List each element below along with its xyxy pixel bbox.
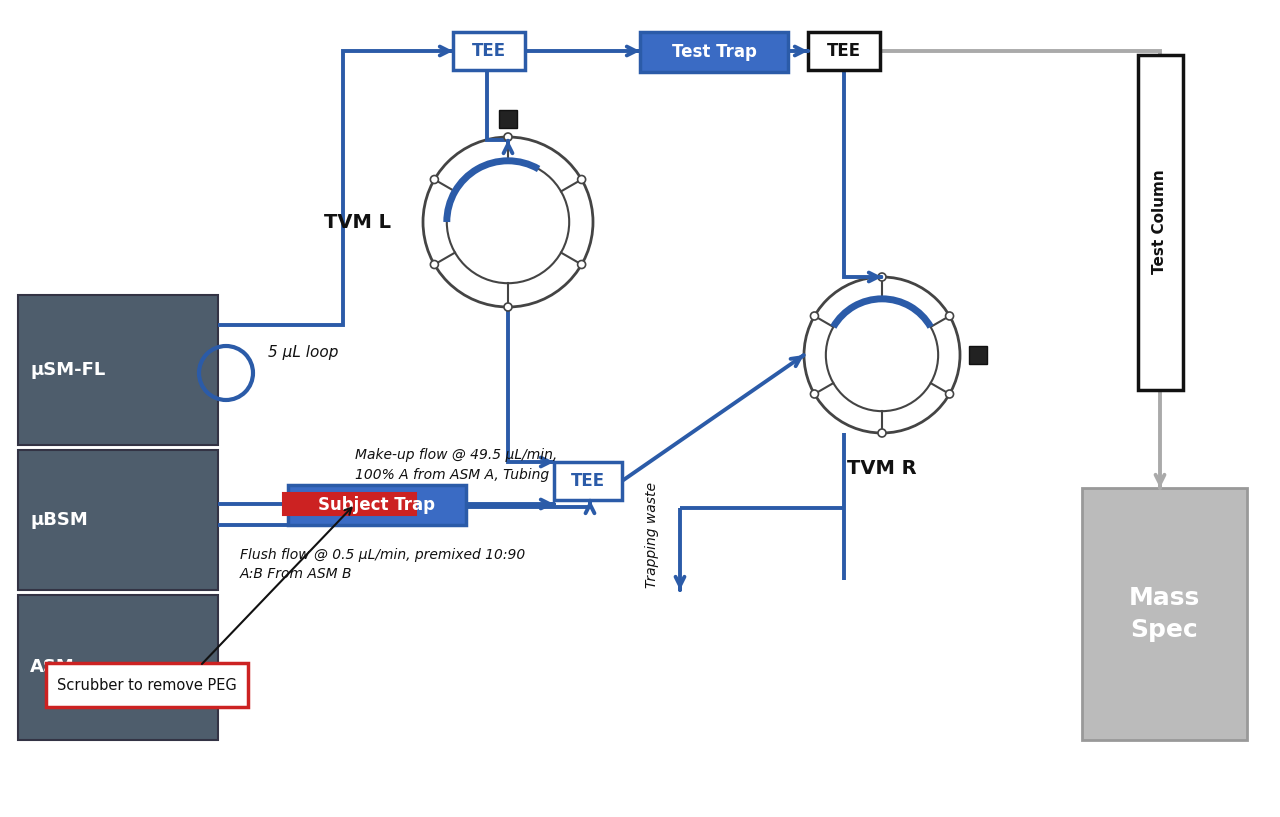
Bar [453, 32, 525, 70]
Circle shape [810, 312, 818, 320]
Circle shape [504, 133, 512, 141]
Bar [969, 346, 987, 364]
Bar [18, 295, 218, 445]
Bar [283, 493, 416, 515]
Text: Trapping waste: Trapping waste [645, 482, 659, 588]
Bar [1082, 488, 1247, 740]
Bar [18, 595, 218, 740]
Circle shape [504, 303, 512, 311]
Circle shape [577, 261, 586, 269]
Text: Test Column: Test Column [1152, 170, 1167, 275]
Text: 5 μL loop: 5 μL loop [268, 345, 338, 359]
Bar [808, 32, 881, 70]
Bar [1138, 55, 1183, 390]
Circle shape [946, 312, 954, 320]
Bar [640, 32, 788, 72]
Circle shape [946, 390, 954, 398]
Text: TEE: TEE [827, 42, 861, 60]
Bar [554, 462, 622, 500]
Text: μBSM: μBSM [29, 511, 88, 529]
Bar [499, 110, 517, 128]
Text: TVM R: TVM R [847, 458, 916, 477]
Text: Flush flow @ 0.5 μL/min, premixed 10:90
A:B From ASM B: Flush flow @ 0.5 μL/min, premixed 10:90 … [241, 548, 525, 582]
Text: Mass
Spec: Mass Spec [1129, 587, 1199, 642]
Text: ASM: ASM [29, 659, 74, 676]
Text: Make-up flow @ 49.5 μL/min,
100% A from ASM A, Tubing: Make-up flow @ 49.5 μL/min, 100% A from … [355, 448, 557, 481]
Circle shape [430, 176, 438, 184]
Text: Scrubber to remove PEG: Scrubber to remove PEG [58, 677, 237, 693]
Text: Test Trap: Test Trap [672, 43, 756, 61]
Text: TEE: TEE [571, 472, 605, 490]
Bar [288, 485, 466, 525]
Circle shape [577, 176, 586, 184]
Text: Subject Trap: Subject Trap [319, 496, 435, 514]
Bar [18, 450, 218, 590]
Text: TEE: TEE [472, 42, 506, 60]
Circle shape [810, 390, 818, 398]
Circle shape [878, 429, 886, 437]
Text: μSM-FL: μSM-FL [29, 361, 105, 379]
Circle shape [878, 273, 886, 281]
Circle shape [430, 261, 438, 269]
Text: TVM L: TVM L [324, 212, 390, 231]
Bar [46, 663, 248, 707]
